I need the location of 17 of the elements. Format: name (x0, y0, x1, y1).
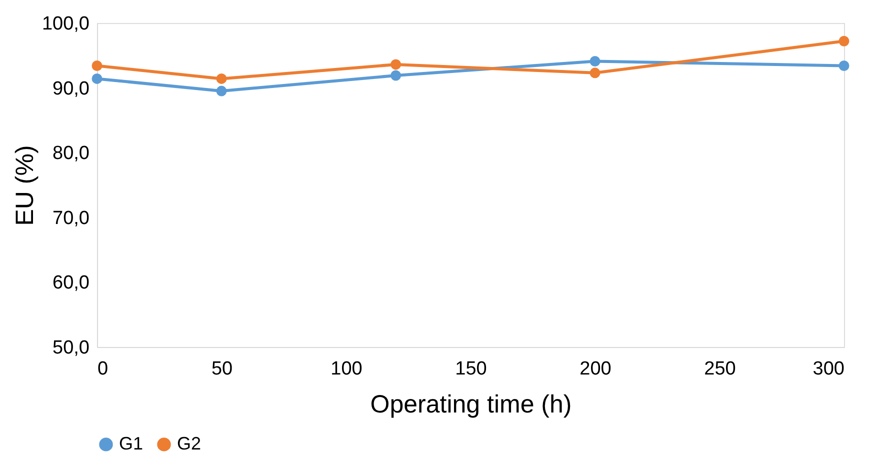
legend-label: G2 (177, 433, 202, 454)
x-tick-label: 50 (211, 358, 233, 380)
legend-label: G1 (119, 433, 144, 454)
y-tick-label: 70,0 (52, 208, 90, 229)
y-tick-label: 90,0 (52, 78, 90, 100)
x-tick-label: 150 (455, 358, 487, 380)
x-tick-label: 100 (330, 358, 362, 380)
x-tick-label: 0 (98, 358, 108, 380)
x-axis-title: Operating time (h) (370, 390, 572, 418)
x-tick-label: 300 (812, 358, 844, 380)
y-tick-label: 60,0 (52, 272, 90, 294)
x-tick-label: 200 (580, 358, 612, 380)
y-tick-label: 100,0 (42, 14, 90, 34)
y-tick-label: 50,0 (52, 338, 90, 358)
y-tick-label: 80,0 (52, 143, 90, 164)
x-tick-label: 250 (704, 358, 736, 380)
y-axis-title: EU (%) (10, 145, 39, 226)
